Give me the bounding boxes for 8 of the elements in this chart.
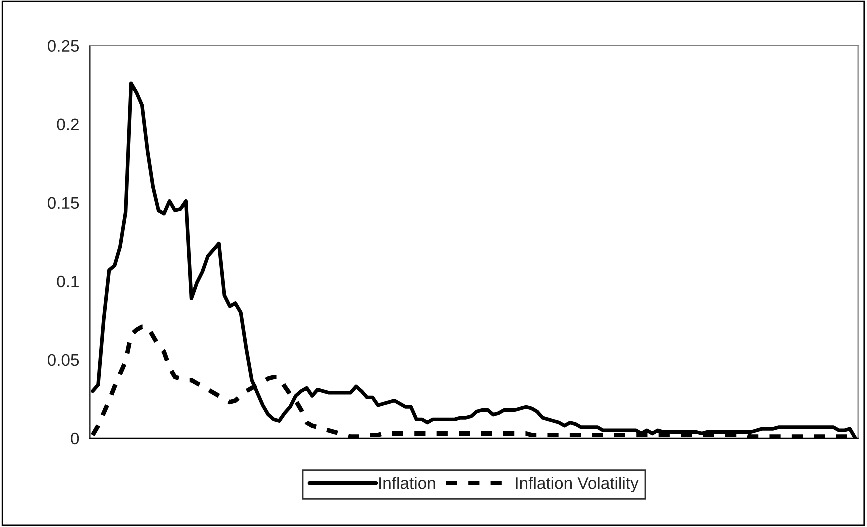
y-tick-label: 0.25 xyxy=(48,40,80,52)
y-tick-label: 0.1 xyxy=(57,276,79,288)
y-tick-label: 0.2 xyxy=(57,118,79,131)
legend-label: Inflation Volatility xyxy=(516,477,639,493)
y-tick-label: 0.05 xyxy=(48,354,80,366)
y-tick-label: 0 xyxy=(71,432,80,445)
legend-label: Inflation xyxy=(380,477,436,490)
y-tick-label: 0.15 xyxy=(48,197,80,210)
